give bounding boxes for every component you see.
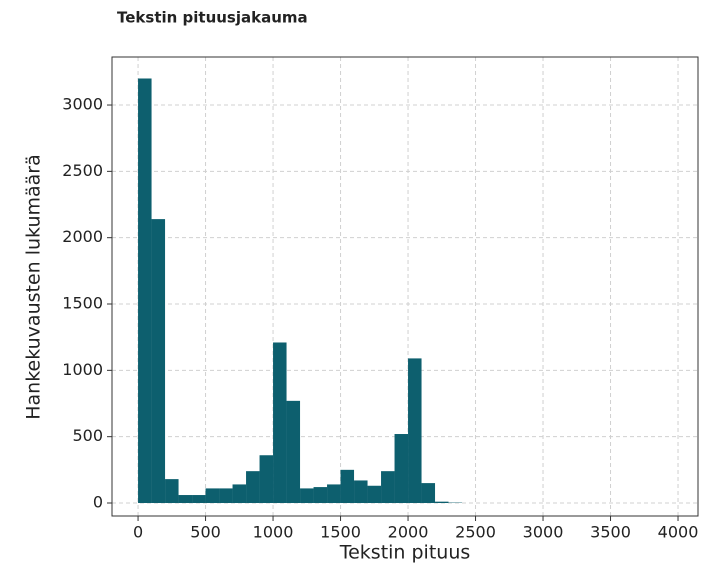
y-tick-label: 500 [72, 426, 103, 445]
x-axis-label: Tekstin pituus [339, 542, 471, 564]
y-tick-label: 3000 [62, 95, 103, 114]
x-tick-label: 4000 [658, 523, 699, 542]
bar [408, 358, 422, 503]
x-tick-label: 3000 [523, 523, 564, 542]
bar [313, 487, 328, 503]
x-tick-label: 2500 [455, 523, 496, 542]
x-tick-label: 3500 [590, 523, 631, 542]
bar [381, 471, 395, 503]
bar [219, 488, 233, 503]
chart-title: Tekstin pituusjakauma [117, 9, 308, 27]
bar [273, 342, 287, 503]
bar [192, 495, 206, 503]
bar [340, 469, 355, 503]
bar [367, 485, 382, 503]
bar [354, 480, 368, 503]
bar [327, 484, 341, 503]
plot-frame [111, 56, 699, 517]
y-tick-label: 0 [93, 492, 103, 511]
bar [232, 484, 247, 503]
x-tick-label: 2000 [388, 523, 429, 542]
bar [286, 400, 301, 503]
x-tick-label: 1500 [320, 523, 361, 542]
bar [151, 219, 166, 503]
y-tick-label: 2000 [62, 227, 103, 246]
bar [178, 495, 193, 503]
bar [205, 488, 220, 503]
bar [165, 479, 179, 503]
bar [138, 78, 152, 503]
x-tick-label: 500 [190, 523, 221, 542]
bar [435, 501, 449, 503]
bar [394, 434, 409, 503]
y-tick-label: 1000 [62, 360, 103, 379]
x-tick-label: 0 [133, 523, 143, 542]
bar [259, 455, 274, 503]
bar [421, 483, 436, 503]
x-tick-label: 1000 [253, 523, 294, 542]
bar [246, 471, 260, 503]
bar [300, 488, 314, 503]
y-tick-label: 2500 [62, 161, 103, 180]
y-tick-label: 1500 [62, 294, 103, 313]
y-axis-label: Hankekuvausten lukumäärä [23, 154, 45, 420]
